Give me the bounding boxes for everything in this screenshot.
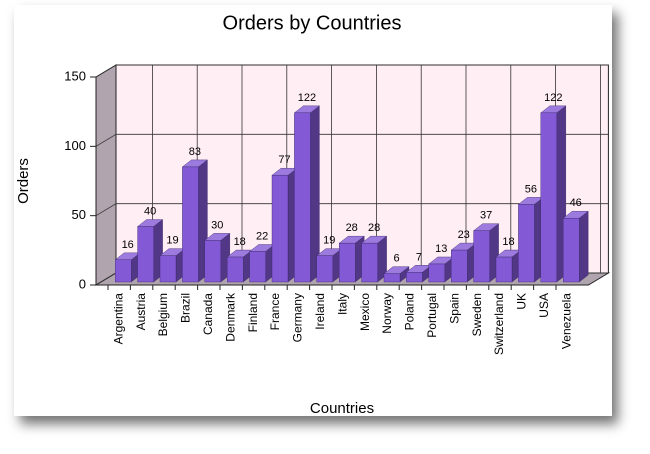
chart-title: Orders by Countries bbox=[223, 12, 402, 34]
data-label: 83 bbox=[189, 146, 201, 158]
x-tick-label: USA bbox=[537, 293, 551, 318]
x-tick-label: Belgium bbox=[156, 293, 170, 336]
x-tick-label: Germany bbox=[291, 293, 305, 342]
bar bbox=[563, 218, 580, 283]
bar bbox=[137, 226, 154, 283]
data-label: 7 bbox=[416, 251, 422, 263]
data-label: 40 bbox=[144, 206, 156, 218]
data-label: 77 bbox=[278, 154, 290, 166]
x-tick-label: Sweden bbox=[470, 293, 484, 336]
data-label: 23 bbox=[458, 229, 470, 241]
bar bbox=[249, 251, 266, 283]
bar bbox=[271, 175, 289, 283]
x-tick-label: Finland bbox=[246, 293, 260, 332]
data-label: 46 bbox=[570, 197, 582, 209]
data-label: 122 bbox=[298, 92, 316, 104]
bar bbox=[540, 112, 557, 283]
y-axis-label: Orders bbox=[15, 158, 32, 204]
data-label: 18 bbox=[234, 236, 246, 248]
data-label: 18 bbox=[502, 236, 514, 248]
bar bbox=[316, 255, 333, 283]
x-tick-label: Switzerland bbox=[492, 293, 506, 355]
x-tick-label: Austria bbox=[134, 293, 148, 331]
x-tick-label: Poland bbox=[403, 293, 417, 330]
y-tick-label: 50 bbox=[72, 207, 86, 222]
data-label: 6 bbox=[393, 253, 399, 265]
bar-side bbox=[579, 210, 589, 283]
left-wall bbox=[95, 64, 117, 286]
data-label: 19 bbox=[166, 235, 178, 247]
plot-area: 0 50 100 150 Argentina 16 Austria 40 Belgium 19 Br… bbox=[64, 64, 611, 355]
x-tick-label: France bbox=[268, 293, 282, 331]
x-tick-label: Argentina bbox=[111, 293, 125, 345]
bar bbox=[473, 230, 490, 283]
x-axis-label: Countries bbox=[310, 400, 374, 417]
x-tick-label: Portugal bbox=[425, 293, 439, 338]
data-label: 122 bbox=[544, 92, 562, 104]
y-tick-label: 0 bbox=[79, 276, 86, 291]
data-label: 16 bbox=[122, 239, 134, 251]
x-tick-label: Italy bbox=[335, 293, 349, 315]
x-tick-label: UK bbox=[515, 293, 529, 310]
bar bbox=[406, 272, 423, 283]
bar bbox=[159, 255, 177, 283]
bar bbox=[518, 204, 535, 283]
y-tick-label: 150 bbox=[64, 68, 86, 83]
bar bbox=[114, 259, 132, 283]
data-label: 30 bbox=[211, 219, 223, 231]
grid-line bbox=[95, 64, 117, 78]
data-label: 13 bbox=[435, 243, 447, 255]
grid-line bbox=[95, 272, 117, 286]
data-label: 28 bbox=[346, 222, 358, 234]
x-tick-label: Norway bbox=[380, 293, 394, 334]
x-tick-label: Ireland bbox=[313, 293, 327, 330]
bar bbox=[294, 112, 311, 283]
x-tick-label: Canada bbox=[201, 293, 215, 335]
data-label: 56 bbox=[525, 183, 537, 195]
bar bbox=[383, 273, 401, 283]
x-tick-label: Brazil bbox=[179, 293, 193, 323]
bar bbox=[182, 166, 199, 283]
grid-line bbox=[95, 203, 117, 217]
bar bbox=[204, 240, 222, 283]
bar bbox=[451, 249, 468, 283]
data-label: 28 bbox=[368, 222, 380, 234]
y-tick-label: 100 bbox=[64, 138, 86, 153]
data-label: 37 bbox=[480, 210, 492, 222]
bar bbox=[428, 263, 445, 283]
x-tick-label: Venezuela bbox=[559, 293, 573, 349]
x-tick-label: Spain bbox=[447, 293, 461, 324]
grid-line bbox=[95, 133, 117, 147]
data-label: 22 bbox=[256, 230, 268, 242]
bar bbox=[226, 256, 244, 283]
bar bbox=[339, 242, 356, 283]
x-tick-label: Mexico bbox=[358, 293, 372, 331]
data-label: 19 bbox=[323, 235, 335, 247]
bar bbox=[361, 242, 378, 283]
x-tick-label: Denmark bbox=[223, 292, 237, 342]
bar bbox=[495, 256, 513, 283]
